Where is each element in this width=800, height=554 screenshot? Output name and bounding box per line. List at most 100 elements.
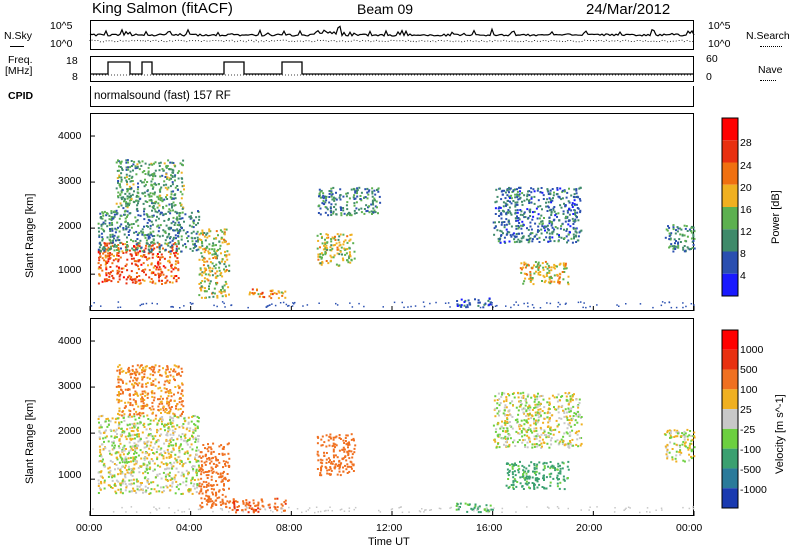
velocity-heatmap-cell: [107, 419, 110, 422]
power-heatmap-cell: [557, 240, 560, 243]
power-heatmap-cell: [169, 237, 171, 240]
power-heatmap-cell: [512, 232, 515, 235]
power-heatmap-cell: [536, 237, 539, 240]
power-heatmap-cell: [330, 210, 332, 213]
velocity-heatmap-cell: [533, 443, 536, 446]
velocity-heatmap-cell: [547, 421, 550, 424]
velocity-heatmap-cell: [131, 383, 133, 386]
velocity-heatmap-cell: [504, 423, 507, 426]
power-heatmap-cell: [153, 191, 156, 194]
power-heatmap-cell: [191, 249, 194, 252]
velocity-heatmap-cell: [506, 429, 509, 432]
velocity-heatmap-cell: [485, 510, 488, 513]
velocity-heatmap-cell: [522, 488, 525, 490]
velocity-heatmap-cell: [192, 465, 194, 468]
power-heatmap-cell: [165, 183, 168, 186]
velocity-heatmap-cell: [161, 397, 164, 400]
power-heatmap-cell: [221, 285, 224, 288]
power-heatmap-cell: [364, 188, 367, 191]
power-heatmap-cell: [170, 266, 173, 269]
velocity-heatmap-cell: [152, 399, 155, 402]
power-heatmap-cell: [136, 204, 139, 207]
power-heatmap-cell: [126, 183, 129, 186]
power-heatmap-cell: [141, 270, 144, 272]
velocity-heatmap-cell: [138, 417, 141, 419]
velocity-heatmap-cell: [532, 470, 534, 473]
velocity-heatmap-cell: [557, 462, 560, 465]
power-heatmap-cell: [329, 246, 332, 249]
power-heatmap-cell: [164, 212, 167, 215]
date-title: 24/Mar/2012: [586, 1, 671, 18]
velocity-heatmap-cell: [139, 364, 142, 367]
velocity-heatmap-cell: [123, 431, 126, 434]
velocity-heatmap-cell: [537, 408, 540, 411]
power-heatmap-cell: [215, 237, 218, 240]
power-heatmap-cell: [104, 219, 107, 222]
power-heatmap-cell: [690, 248, 692, 250]
velocity-heatmap-cell: [120, 458, 123, 461]
power-heatmap-cell: [166, 188, 169, 191]
velocity-heatmap-cell: [536, 477, 539, 480]
velocity-heatmap-cell: [185, 441, 188, 444]
velocity-heatmap-cell: [320, 469, 322, 472]
power-heatmap-cell: [319, 190, 322, 193]
power-heatmap-cell: [174, 229, 177, 232]
power-heatmap-cell: [332, 186, 335, 189]
power-heatmap-cell: [688, 248, 691, 251]
velocity-heatmap-cell: [145, 385, 148, 388]
velocity-heatmap-cell: [252, 511, 255, 514]
power-heatmap-cell: [103, 230, 105, 233]
power-heatmap-cell: [221, 275, 224, 278]
velocity-heatmap-cell: [507, 486, 510, 489]
power-heatmap-cell: [534, 261, 537, 263]
velocity-heatmap-cell: [228, 457, 231, 460]
power-heatmap-cell: [375, 200, 378, 203]
power-heatmap-cell: [104, 254, 107, 257]
power-heatmap-cell: [167, 250, 170, 253]
power-heatmap-cell: [169, 252, 172, 255]
power-heatmap-cell: [179, 202, 182, 205]
noise-right-label: N.Search: [746, 30, 790, 42]
power-heatmap-cell: [669, 245, 672, 248]
velocity-heatmap-cell: [220, 476, 223, 479]
power-heatmap-cell: [117, 205, 120, 208]
velocity-heatmap-cell: [117, 365, 120, 368]
velocity-heatmap-cell: [146, 451, 148, 454]
power-heatmap-cell: [142, 303, 145, 305]
velocity-heatmap-cell: [577, 415, 580, 418]
power-heatmap-cell: [514, 212, 517, 215]
velocity-heatmap-cell: [134, 418, 137, 421]
power-heatmap-cell: [562, 262, 565, 265]
noise-left-label: N.Sky: [4, 30, 33, 42]
velocity-heatmap-cell: [132, 487, 135, 490]
power-heatmap-cell: [518, 218, 521, 221]
power-heatmap-cell: [101, 211, 104, 214]
power-heatmap-cell: [318, 188, 321, 191]
power-heatmap-cell: [346, 201, 349, 204]
power-heatmap-cell: [516, 196, 519, 199]
velocity-heatmap-cell: [170, 463, 173, 466]
velocity-heatmap-cell: [332, 454, 335, 457]
velocity-heatmap-cell: [150, 384, 153, 386]
power-heatmap-cell: [550, 211, 553, 213]
power-heatmap-cell: [192, 302, 194, 305]
velocity-heatmap-cell: [159, 434, 161, 437]
power-heatmap-cell: [137, 224, 140, 227]
velocity-heatmap-cell: [149, 422, 152, 425]
velocity-heatmap-cell: [557, 405, 560, 408]
power-heatmap-cell: [325, 233, 328, 236]
power-heatmap-cell: [180, 177, 183, 180]
velocity-heatmap-cell: [119, 491, 122, 494]
velocity-heatmap-cell: [142, 462, 145, 465]
power-heatmap-cell: [282, 292, 285, 295]
velocity-heatmap-cell: [573, 423, 576, 426]
velocity-heatmap-cell: [104, 436, 107, 439]
velocity-heatmap-cell: [198, 455, 201, 458]
velocity-range-tick-4000: 4000: [58, 335, 82, 347]
velocity-heatmap-cell: [126, 461, 129, 464]
power-heatmap-cell: [332, 256, 335, 259]
power-heatmap-cell: [102, 252, 105, 255]
velocity-heatmap-cell: [169, 408, 172, 411]
power-heatmap-cell: [137, 268, 140, 271]
velocity-heatmap-cell: [508, 464, 511, 467]
